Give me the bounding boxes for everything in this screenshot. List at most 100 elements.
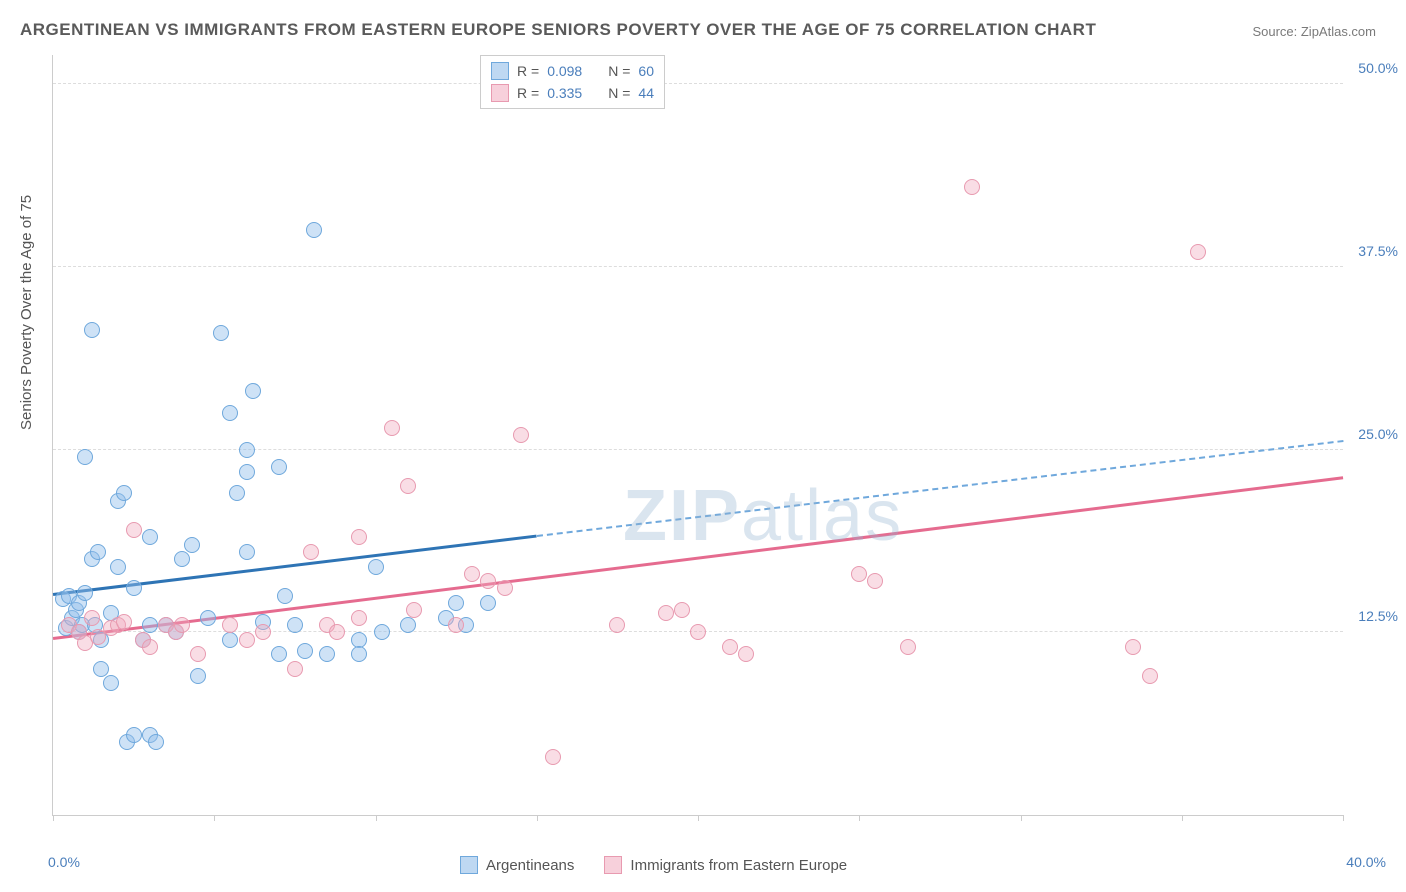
scatter-point [406,602,422,618]
legend-item-blue: Argentineans [460,856,574,874]
scatter-point [90,544,106,560]
scatter-point [142,639,158,655]
n-label: N = [608,85,630,101]
scatter-point [84,322,100,338]
scatter-point [93,661,109,677]
scatter-point [464,566,480,582]
series-name-blue: Argentineans [486,857,574,874]
scatter-point [229,485,245,501]
swatch-blue-icon [491,62,509,80]
watermark-rest: atlas [741,476,903,556]
scatter-point [77,585,93,601]
scatter-point [384,420,400,436]
scatter-point [174,551,190,567]
x-tick [1343,815,1344,821]
scatter-point [126,727,142,743]
scatter-point [738,646,754,662]
scatter-point [239,632,255,648]
gridline [53,83,1343,84]
scatter-point [126,522,142,538]
x-tick [1021,815,1022,821]
scatter-point [116,485,132,501]
scatter-point [306,222,322,238]
x-tick [537,815,538,821]
n-value-blue: 60 [638,63,654,79]
scatter-point [200,610,216,626]
scatter-point [77,449,93,465]
scatter-point [368,559,384,575]
scatter-point [297,643,313,659]
plot-area: ZIPatlas 12.5%25.0%37.5%50.0% [52,55,1343,816]
source-name: ZipAtlas.com [1301,24,1376,39]
scatter-point [658,605,674,621]
scatter-point [351,529,367,545]
legend-stats: R = 0.098 N = 60 R = 0.335 N = 44 [480,55,665,109]
y-axis-label: Seniors Poverty Over the Age of 75 [18,195,35,430]
scatter-point [116,614,132,630]
r-value-blue: 0.098 [547,63,582,79]
scatter-point [448,617,464,633]
scatter-point [222,617,238,633]
source-attribution: Source: ZipAtlas.com [1252,24,1376,39]
legend-row-pink: R = 0.335 N = 44 [491,82,654,104]
series-name-pink: Immigrants from Eastern Europe [630,857,847,874]
scatter-point [84,610,100,626]
scatter-point [674,602,690,618]
x-tick [376,815,377,821]
scatter-point [271,459,287,475]
scatter-point [213,325,229,341]
scatter-point [239,464,255,480]
scatter-point [497,580,513,596]
swatch-pink-icon [491,84,509,102]
scatter-point [1142,668,1158,684]
x-tick [1182,815,1183,821]
scatter-point [851,566,867,582]
x-tick [698,815,699,821]
scatter-point [303,544,319,560]
scatter-point [190,668,206,684]
trendline-blue-dashed [537,440,1343,537]
scatter-point [400,617,416,633]
swatch-blue-icon [460,856,478,874]
watermark-bold: ZIP [623,476,741,556]
scatter-point [690,624,706,640]
scatter-point [190,646,206,662]
chart-title: ARGENTINEAN VS IMMIGRANTS FROM EASTERN E… [20,20,1096,40]
scatter-point [1190,244,1206,260]
scatter-point [722,639,738,655]
scatter-point [287,661,303,677]
scatter-point [142,617,158,633]
scatter-point [239,442,255,458]
y-tick-label: 50.0% [1358,60,1398,76]
scatter-point [480,595,496,611]
scatter-point [513,427,529,443]
scatter-point [110,559,126,575]
scatter-point [545,749,561,765]
scatter-point [239,544,255,560]
y-tick-label: 25.0% [1358,426,1398,442]
scatter-point [222,405,238,421]
scatter-point [964,179,980,195]
scatter-point [351,610,367,626]
scatter-point [400,478,416,494]
scatter-point [867,573,883,589]
chart-container: ARGENTINEAN VS IMMIGRANTS FROM EASTERN E… [0,0,1406,892]
scatter-point [900,639,916,655]
r-value-pink: 0.335 [547,85,582,101]
x-tick [53,815,54,821]
scatter-point [184,537,200,553]
swatch-pink-icon [604,856,622,874]
scatter-point [142,529,158,545]
scatter-point [148,734,164,750]
scatter-point [103,675,119,691]
x-tick [859,815,860,821]
scatter-point [351,632,367,648]
scatter-point [374,624,390,640]
r-label: R = [517,63,539,79]
y-tick-label: 12.5% [1358,608,1398,624]
x-tick [214,815,215,821]
scatter-point [245,383,261,399]
legend-series: Argentineans Immigrants from Eastern Eur… [460,856,847,874]
scatter-point [319,646,335,662]
y-tick-label: 37.5% [1358,243,1398,259]
